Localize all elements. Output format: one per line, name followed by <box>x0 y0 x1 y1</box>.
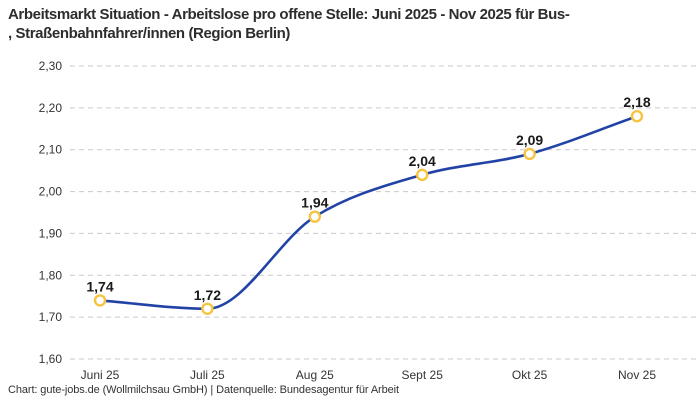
data-point-label: 1,74 <box>86 278 113 294</box>
chart-title-line2: , Straßenbahnfahrer/innen (Region Berlin… <box>8 25 290 42</box>
y-tick-label: 2,30 <box>39 59 63 73</box>
y-tick-label: 2,20 <box>39 101 63 115</box>
data-point-marker <box>308 210 321 223</box>
x-tick-label: Okt 25 <box>512 368 548 382</box>
data-point-marker <box>93 294 107 307</box>
x-tick-label: Juli 25 <box>190 368 225 382</box>
chart-title: Arbeitsmarkt Situation - Arbeitslose pro… <box>8 5 570 43</box>
data-point-marker <box>630 110 644 123</box>
x-tick-label: Juni 25 <box>81 368 120 382</box>
y-tick-label: 1,80 <box>39 268 63 282</box>
data-point-marker <box>523 147 536 161</box>
chart-title-line1: Arbeitsmarkt Situation - Arbeitslose pro… <box>8 6 570 23</box>
data-point-marker <box>416 168 429 182</box>
data-point-label: 2,09 <box>516 132 543 148</box>
data-point-marker <box>201 302 214 315</box>
data-point-label: 1,94 <box>301 195 328 211</box>
y-tick-label: 2,00 <box>39 185 63 199</box>
x-tick-label: Nov 25 <box>618 368 656 382</box>
x-tick-label: Sept 25 <box>402 368 444 382</box>
attribution-footer: Chart: gute-jobs.de (Wollmilchsau GmbH) … <box>8 384 399 396</box>
x-tick-label: Aug 25 <box>296 368 334 382</box>
data-point-label: 2,04 <box>409 153 436 169</box>
data-point-label: 1,72 <box>194 287 221 303</box>
data-point-label: 2,18 <box>623 94 650 110</box>
data-line <box>98 114 639 311</box>
y-tick-label: 1,60 <box>39 352 63 366</box>
y-tick-label: 1,90 <box>39 226 63 240</box>
y-tick-label: 1,70 <box>39 310 63 324</box>
y-tick-label: 2,10 <box>39 143 63 157</box>
